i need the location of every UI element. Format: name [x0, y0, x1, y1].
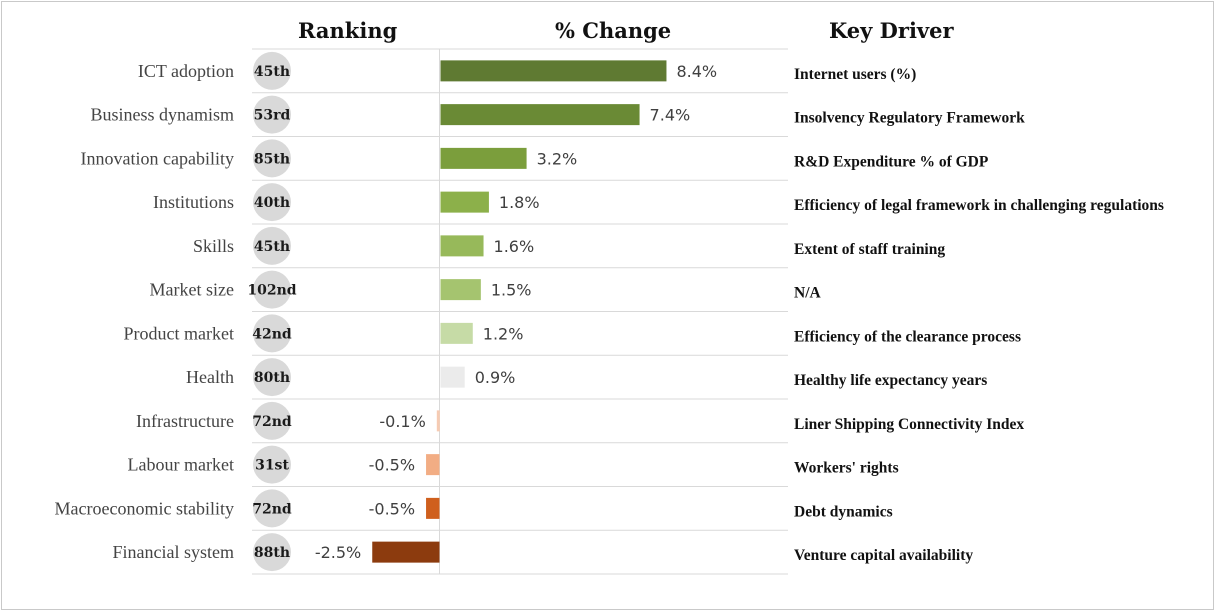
key-driver-label: Venture capital availability [794, 547, 973, 564]
rank-circle [253, 270, 291, 309]
category-label: Macroeconomic stability [55, 498, 234, 518]
ranking-header: Ranking [298, 18, 398, 43]
rank-label: 45th [254, 64, 290, 80]
rank-label: 31st [255, 458, 289, 474]
bar [440, 147, 527, 169]
category-label: Market size [150, 280, 234, 300]
rank-circle [253, 401, 291, 440]
rank-label: 88th [254, 545, 290, 561]
category-label: Business dynamism [90, 105, 234, 125]
category-label: Skills [193, 236, 234, 256]
category-label: Labour market [128, 455, 234, 475]
category-label: Infrastructure [136, 411, 234, 431]
rank-circle [253, 489, 291, 528]
key-driver-header: Key Driver [829, 18, 954, 43]
bar [440, 104, 640, 126]
key-driver-label: Efficiency of the clearance process [794, 328, 1021, 345]
bar [372, 541, 440, 563]
rank-label: 40th [254, 195, 290, 211]
category-label: ICT adoption [138, 61, 234, 81]
value-label: 1.8% [499, 193, 540, 212]
key-driver-label: Workers' rights [794, 460, 899, 477]
rank-label: 102nd [247, 283, 296, 299]
bar [440, 60, 667, 82]
rank-circle [253, 226, 291, 265]
change-header: % Change [555, 18, 672, 43]
value-label: 1.6% [494, 237, 535, 256]
value-label: -0.5% [369, 499, 415, 518]
rank-circle [253, 314, 291, 353]
value-label: 1.5% [491, 281, 532, 300]
bar [426, 454, 440, 476]
rank-circle [253, 95, 291, 134]
bar [440, 191, 489, 213]
rank-label: 45th [254, 239, 290, 255]
value-label: -2.5% [315, 543, 361, 562]
rank-label: 53rd [254, 108, 291, 124]
rank-label: 42nd [252, 326, 292, 342]
key-driver-label: Extent of staff training [794, 241, 945, 258]
key-driver-label: R&D Expenditure % of GDP [794, 153, 989, 170]
value-label: -0.1% [379, 412, 425, 431]
category-label: Financial system [113, 542, 234, 562]
value-label: 3.2% [537, 149, 578, 168]
category-label: Health [186, 367, 234, 387]
rank-circle [253, 445, 291, 484]
value-label: 0.9% [475, 368, 516, 387]
bar [440, 279, 481, 301]
key-driver-label: Insolvency Regulatory Framework [794, 110, 1025, 127]
rank-circle [253, 183, 291, 222]
key-driver-label: Debt dynamics [794, 503, 893, 520]
category-label: Product market [124, 323, 234, 343]
value-label: 8.4% [676, 62, 717, 81]
bar [436, 410, 440, 432]
bar [440, 235, 484, 257]
category-label: Innovation capability [81, 148, 234, 168]
rank-circle [253, 533, 291, 572]
rank-label: 85th [254, 151, 290, 167]
rank-circle [253, 139, 291, 178]
bar [426, 497, 440, 519]
category-label: Institutions [153, 192, 234, 212]
rank-circle [253, 51, 291, 90]
rank-label: 72nd [252, 414, 292, 430]
value-label: 7.4% [650, 106, 691, 125]
key-driver-label: Internet users (%) [794, 66, 916, 83]
value-label: 1.2% [483, 324, 524, 343]
rank-circle [253, 358, 291, 397]
rank-label: 80th [254, 370, 290, 386]
key-driver-label: Efficiency of legal framework in challen… [794, 197, 1164, 214]
key-driver-label: Liner Shipping Connectivity Index [794, 416, 1024, 433]
key-driver-label: Healthy life expectancy years [794, 372, 987, 389]
key-driver-label: N/A [794, 285, 822, 302]
bar [440, 366, 465, 388]
value-label: -0.5% [369, 456, 415, 475]
bar [440, 322, 473, 344]
rank-label: 72nd [252, 501, 292, 517]
